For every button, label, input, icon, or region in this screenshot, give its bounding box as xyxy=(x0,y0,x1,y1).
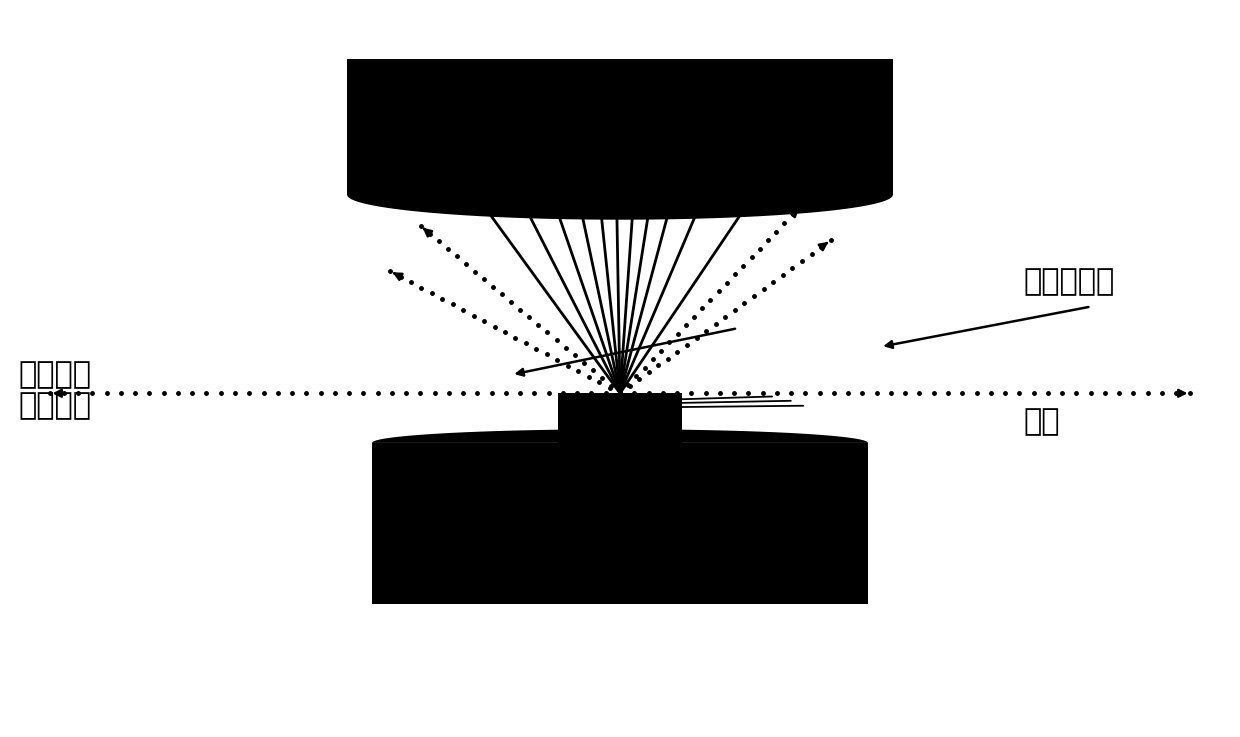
Bar xyxy=(372,443,868,604)
Text: 匀的薄膜: 匀的薄膜 xyxy=(19,391,92,420)
Text: 蚕汽: 蚕汽 xyxy=(1023,407,1059,436)
Polygon shape xyxy=(347,195,893,220)
Bar xyxy=(347,58,893,195)
Text: 无效沉积流: 无效沉积流 xyxy=(1023,268,1115,296)
Polygon shape xyxy=(372,429,868,443)
Bar xyxy=(558,394,682,443)
Text: 厚度不均: 厚度不均 xyxy=(19,360,92,389)
